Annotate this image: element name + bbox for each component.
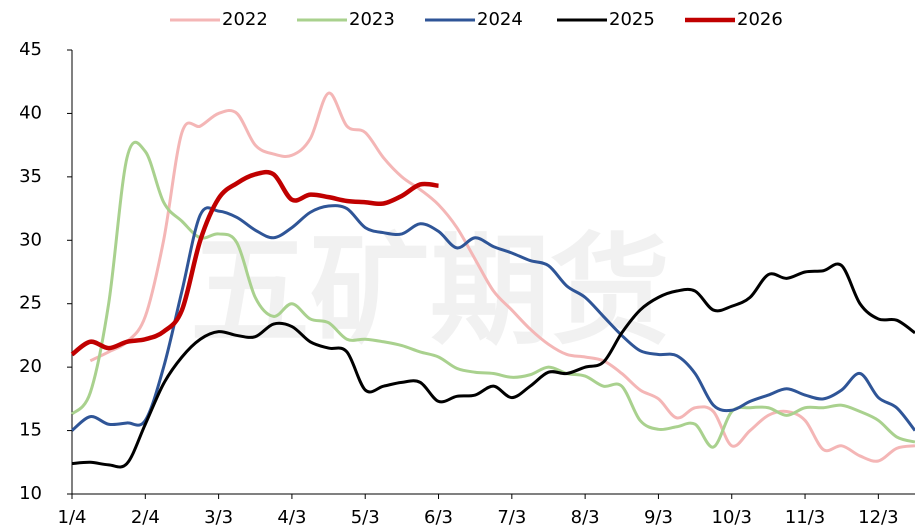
x-tick-label: 2/4 (131, 507, 160, 528)
legend-label: 2023 (349, 9, 395, 30)
y-tick-label: 45 (19, 39, 42, 60)
x-tick-label: 12/3 (858, 507, 898, 528)
x-tick-label: 1/4 (58, 507, 87, 528)
series-line (71, 204, 915, 432)
y-tick-label: 30 (19, 229, 42, 250)
x-tick-label: 10/3 (712, 507, 752, 528)
y-tick-label: 10 (19, 483, 42, 504)
x-tick-label: 11/3 (785, 507, 825, 528)
watermark: 五矿期货 (190, 223, 670, 362)
legend-label: 2022 (222, 9, 268, 30)
x-tick-label: 3/3 (204, 507, 233, 528)
y-tick-label: 20 (19, 356, 42, 377)
x-tick-label: 4/3 (277, 507, 306, 528)
x-tick-label: 8/3 (571, 507, 600, 528)
x-tick-label: 9/3 (644, 507, 673, 528)
legend-label: 2024 (477, 9, 523, 30)
y-tick-label: 25 (19, 293, 42, 314)
x-tick-label: 7/3 (497, 507, 526, 528)
y-tick-label: 15 (19, 420, 42, 441)
x-tick-label: 6/3 (424, 507, 453, 528)
legend-label: 2026 (737, 9, 783, 30)
y-tick-label: 35 (19, 166, 42, 187)
y-tick-label: 40 (19, 102, 42, 123)
series-line (71, 262, 915, 469)
legend-label: 2025 (609, 9, 655, 30)
series-line (70, 169, 439, 357)
x-tick-label: 5/3 (351, 507, 380, 528)
